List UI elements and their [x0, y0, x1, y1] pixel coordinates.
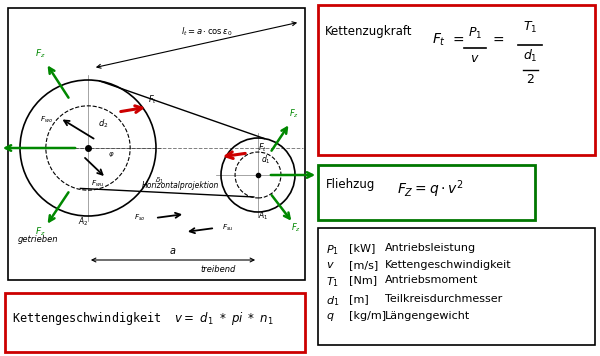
Text: $F_{so}$: $F_{so}$ — [134, 213, 146, 223]
Text: $F_{wo}$: $F_{wo}$ — [40, 115, 53, 125]
Text: $F_t$: $F_t$ — [258, 141, 268, 153]
Text: $d_1$: $d_1$ — [261, 153, 271, 166]
Text: $q$: $q$ — [326, 311, 335, 323]
Text: $F_{su}$: $F_{su}$ — [222, 223, 234, 233]
Text: $v$: $v$ — [470, 52, 480, 65]
Text: $F_z$: $F_z$ — [35, 47, 46, 59]
Text: $F_{wu}$: $F_{wu}$ — [91, 179, 104, 189]
Text: $d_1$: $d_1$ — [326, 294, 339, 308]
Text: $2$: $2$ — [526, 73, 535, 86]
Text: $F_t$: $F_t$ — [148, 94, 157, 106]
Text: $P_1$: $P_1$ — [468, 26, 482, 41]
Text: Antriebsmoment: Antriebsmoment — [385, 275, 478, 285]
Text: $F_z$: $F_z$ — [35, 225, 46, 237]
Text: Antriebsleistung: Antriebsleistung — [385, 243, 476, 253]
Text: $=$: $=$ — [490, 32, 505, 46]
Text: [m]: [m] — [349, 294, 369, 304]
Bar — [318, 165, 535, 220]
Text: $=$: $=$ — [450, 32, 465, 46]
Text: $v$: $v$ — [326, 260, 335, 270]
Text: $P_1$: $P_1$ — [326, 243, 339, 257]
Text: $a$: $a$ — [169, 246, 176, 256]
Text: $A_2$: $A_2$ — [78, 216, 88, 229]
Bar — [318, 228, 595, 345]
Text: $F_t$: $F_t$ — [432, 32, 446, 48]
Text: $A_1$: $A_1$ — [258, 209, 268, 221]
Bar — [318, 5, 595, 155]
Text: [Nm]: [Nm] — [349, 275, 377, 285]
Text: treibend: treibend — [200, 265, 235, 274]
Text: [kW]: [kW] — [349, 243, 376, 253]
Text: Kettengeschwindigkeit  $v=\ d_1\ *\ pi\ *\ n_1$: Kettengeschwindigkeit $v=\ d_1\ *\ pi\ *… — [12, 310, 274, 327]
Text: Horizontalprojektion: Horizontalprojektion — [142, 181, 218, 190]
Text: $T_1$: $T_1$ — [326, 275, 339, 289]
Text: $\varphi$: $\varphi$ — [109, 150, 115, 159]
Text: $F_z$: $F_z$ — [325, 169, 335, 181]
Text: $d_2$: $d_2$ — [98, 117, 109, 130]
Text: $T_1$: $T_1$ — [523, 20, 537, 35]
Text: Fliehzug: Fliehzug — [326, 178, 376, 191]
Text: $d_1$: $d_1$ — [523, 48, 538, 64]
Text: Kettengeschwindigkeit: Kettengeschwindigkeit — [385, 260, 512, 270]
Text: $\delta_1$: $\delta_1$ — [155, 176, 164, 186]
Text: $F_z$: $F_z$ — [291, 221, 301, 234]
Text: $F_Z = q \cdot v^2$: $F_Z = q \cdot v^2$ — [397, 178, 464, 200]
Text: getrieben: getrieben — [18, 235, 59, 244]
Text: [kg/m]: [kg/m] — [349, 311, 386, 321]
Text: Teilkreisdurchmesser: Teilkreisdurchmesser — [385, 294, 502, 304]
Bar — [5, 293, 305, 352]
Text: Kettenzugkraft: Kettenzugkraft — [325, 25, 413, 38]
Bar — [8, 8, 305, 280]
Text: Längengewicht: Längengewicht — [385, 311, 470, 321]
Text: $l_t = a \cdot \cos \varepsilon_0$: $l_t = a \cdot \cos \varepsilon_0$ — [181, 26, 232, 38]
Text: $F_z$: $F_z$ — [289, 108, 299, 120]
Text: [m/s]: [m/s] — [349, 260, 378, 270]
